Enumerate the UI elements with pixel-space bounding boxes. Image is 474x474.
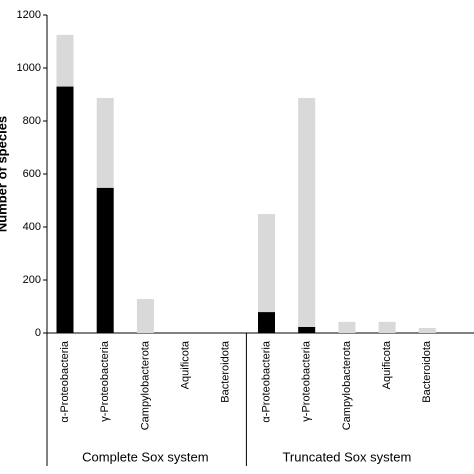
group-label: Complete Sox system: [82, 449, 208, 464]
y-tick-label: 400: [23, 221, 41, 233]
bar-segment: [298, 326, 316, 333]
x-tick-label: α-Proteobacteria: [59, 340, 71, 422]
bar-segment: [258, 312, 275, 333]
y-tick-label: 1200: [17, 9, 41, 21]
bar-segment: [56, 34, 74, 87]
bar-segment: [56, 86, 74, 333]
bar-segment: [136, 299, 154, 333]
x-tick-label: Campylobacterota: [341, 340, 353, 430]
x-tick-label: γ-Proteobacteria: [301, 340, 313, 422]
bar-segment: [338, 321, 356, 333]
y-tick-label: 600: [23, 168, 41, 180]
y-tick-label: 0: [35, 327, 41, 339]
y-tick-label: 200: [23, 274, 41, 286]
x-tick-label: α-Proteobacteria: [260, 340, 272, 422]
x-tick-label: Aquificota: [180, 340, 192, 389]
bar-segment: [298, 97, 316, 327]
group-label: Truncated Sox system: [282, 449, 411, 464]
x-tick-label: Bacteroidota: [220, 340, 232, 403]
y-tick-label: 1000: [17, 62, 41, 74]
bar-segment: [96, 187, 114, 333]
y-axis-label: Number of species: [0, 116, 9, 232]
bar-segment: [258, 214, 275, 313]
x-tick-label: Bacteroidota: [421, 340, 433, 403]
x-tick-label: Aquificota: [381, 340, 393, 389]
bar-segment: [96, 97, 114, 188]
x-tick-label: Campylobacterota: [139, 340, 151, 430]
y-tick-label: 800: [23, 115, 41, 127]
x-tick-label: γ-Proteobacteria: [99, 340, 111, 422]
bar-segment: [418, 327, 436, 333]
bar-segment: [378, 321, 396, 333]
